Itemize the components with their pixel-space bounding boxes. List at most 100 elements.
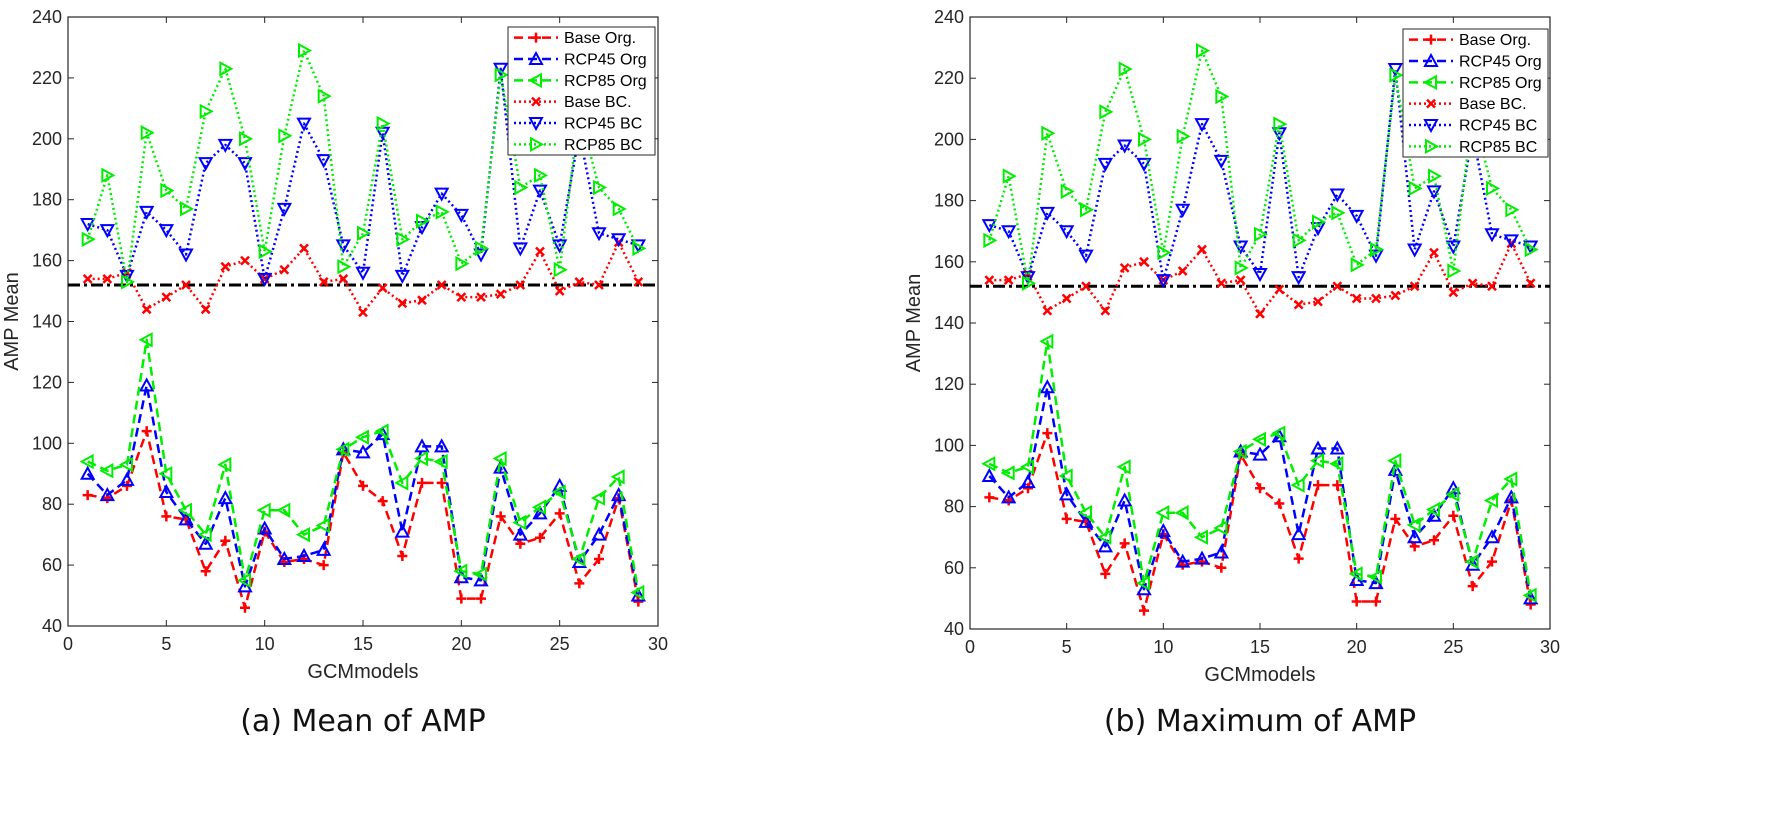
data-point: [219, 61, 234, 77]
data-point: [121, 274, 136, 290]
x-tick-label: 15: [353, 634, 373, 654]
data-point: [1097, 157, 1114, 172]
data-point: [476, 292, 486, 303]
data-point: [1406, 243, 1423, 258]
data-point: [338, 273, 349, 284]
legend-item-base-org: Base Org.: [1409, 32, 1531, 49]
data-point: [1252, 446, 1268, 461]
data-point: [99, 486, 116, 502]
y-tick-label: 40: [944, 619, 964, 639]
data-point: [495, 511, 506, 522]
data-point: [1042, 428, 1053, 439]
data-point: [158, 483, 175, 499]
data-point: [1428, 168, 1443, 184]
data-point: [1310, 440, 1326, 455]
data-point: [1483, 492, 1498, 509]
data-point: [1368, 249, 1384, 264]
data-point: [394, 269, 411, 284]
series-rcp85-bc: [983, 42, 1539, 291]
data-point: [200, 566, 211, 577]
data-point: [355, 266, 371, 281]
y-tick-label: 160: [32, 251, 62, 271]
data-point: [413, 450, 428, 467]
data-point: [981, 467, 998, 482]
data-point: [1292, 232, 1307, 249]
data-point: [295, 526, 310, 543]
data-point: [1174, 553, 1191, 568]
data-point: [633, 277, 644, 287]
legend-marker: [528, 50, 544, 65]
data-point: [984, 275, 995, 286]
data-point: [433, 453, 448, 470]
data-point: [1135, 575, 1150, 591]
data-point: [1197, 244, 1207, 255]
data-point: [1136, 157, 1152, 172]
y-tick-label: 100: [32, 433, 62, 453]
series-line: [988, 340, 1532, 596]
data-point: [1081, 281, 1091, 292]
data-point: [177, 502, 192, 518]
data-point: [1039, 333, 1054, 350]
data-point: [1118, 61, 1133, 77]
data-point: [476, 593, 486, 604]
data-point: [612, 201, 627, 217]
data-point: [1273, 116, 1288, 132]
data-point: [1058, 468, 1073, 484]
data-point: [1503, 234, 1520, 249]
data-point: [455, 255, 470, 272]
data-point: [377, 283, 388, 293]
data-point: [633, 596, 644, 607]
data-point: [199, 103, 214, 120]
data-point: [1213, 520, 1228, 536]
data-point: [1426, 185, 1442, 200]
data-point: [1215, 88, 1230, 105]
data-point: [181, 280, 191, 290]
y-tick-label: 220: [934, 68, 964, 88]
data-point: [178, 511, 194, 526]
data-point: [1429, 535, 1439, 546]
data-point: [1078, 249, 1094, 264]
legend-label: RCP45 Org: [564, 52, 647, 69]
legend-marker: [1426, 34, 1436, 45]
data-point: [574, 578, 585, 589]
data-point: [374, 423, 389, 439]
series-rcp85-org: [981, 333, 1537, 604]
data-point: [1271, 425, 1286, 441]
legend-item-rcp45-bc: RCP45 BC: [1409, 118, 1537, 135]
data-point: [1445, 240, 1462, 255]
data-point: [571, 551, 586, 567]
data-point: [299, 243, 309, 254]
data-point: [1486, 180, 1501, 197]
data-point: [574, 277, 585, 287]
data-point: [1077, 505, 1092, 521]
data-point: [296, 547, 312, 562]
data-point: [1041, 125, 1056, 141]
data-point: [1290, 526, 1307, 541]
x-tick-label: 20: [451, 634, 471, 654]
data-point: [512, 242, 529, 257]
data-point: [276, 502, 291, 518]
x-tick-label: 0: [965, 637, 975, 657]
legend-item-rcp85-bc: RCP85 BC: [1409, 138, 1537, 156]
y-tick-label: 120: [32, 372, 62, 392]
data-point: [1290, 271, 1307, 286]
data-point: [591, 526, 607, 541]
data-point: [472, 566, 487, 582]
data-point: [1371, 293, 1381, 304]
data-point: [1255, 483, 1265, 494]
data-point: [1060, 183, 1075, 200]
data-point: [355, 444, 371, 459]
data-point: [161, 511, 172, 522]
data-point: [1309, 453, 1324, 469]
data-point: [1097, 538, 1114, 553]
series-line: [988, 49, 1532, 285]
y-tick-label: 240: [934, 7, 964, 27]
data-point: [981, 456, 996, 472]
y-tick-label: 60: [42, 555, 62, 575]
data-point: [1099, 104, 1114, 120]
data-point: [1408, 180, 1423, 197]
legend-item-rcp85-org: RCP85 Org: [514, 72, 647, 90]
data-point: [82, 490, 93, 501]
y-tick-label: 140: [934, 313, 964, 333]
data-point: [102, 273, 113, 284]
